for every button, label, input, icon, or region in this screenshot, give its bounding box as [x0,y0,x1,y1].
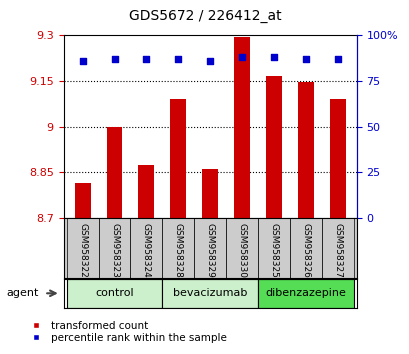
Text: GSM958322: GSM958322 [78,223,87,277]
Bar [162,279,257,308]
Bar [257,279,353,308]
Bar [74,183,90,218]
Bar [297,82,313,218]
Point [79,58,86,64]
Bar [194,218,225,278]
Bar [67,279,162,308]
Point [175,56,181,62]
Bar [289,218,321,278]
Bar [321,218,353,278]
Text: GSM958326: GSM958326 [301,223,310,278]
Bar [202,169,218,218]
Point [270,55,276,60]
Bar [138,165,154,218]
Point [143,56,149,62]
Bar [162,218,194,278]
Text: GSM958329: GSM958329 [205,223,214,278]
Text: GSM958328: GSM958328 [173,223,182,278]
Bar [170,99,186,218]
Bar [98,218,130,278]
Bar [234,37,249,218]
Bar [106,127,122,218]
Text: GDS5672 / 226412_at: GDS5672 / 226412_at [128,9,281,23]
Text: dibenzazepine: dibenzazepine [265,288,345,298]
Text: GSM958325: GSM958325 [269,223,278,278]
Point [111,56,117,62]
Legend: transformed count, percentile rank within the sample: transformed count, percentile rank withi… [22,316,230,347]
Point [206,58,213,64]
Point [302,56,308,62]
Bar [257,218,289,278]
Bar [329,99,345,218]
Bar [130,218,162,278]
Bar [225,218,257,278]
Bar [67,218,98,278]
Text: control: control [95,288,133,298]
Text: bevacizumab: bevacizumab [173,288,247,298]
Text: GSM958330: GSM958330 [237,223,246,278]
Point [238,55,245,60]
Point [333,56,340,62]
Bar [265,76,281,218]
Text: GSM958324: GSM958324 [142,223,151,277]
Text: GSM958323: GSM958323 [110,223,119,278]
Text: GSM958327: GSM958327 [332,223,341,278]
Text: agent: agent [6,288,38,298]
